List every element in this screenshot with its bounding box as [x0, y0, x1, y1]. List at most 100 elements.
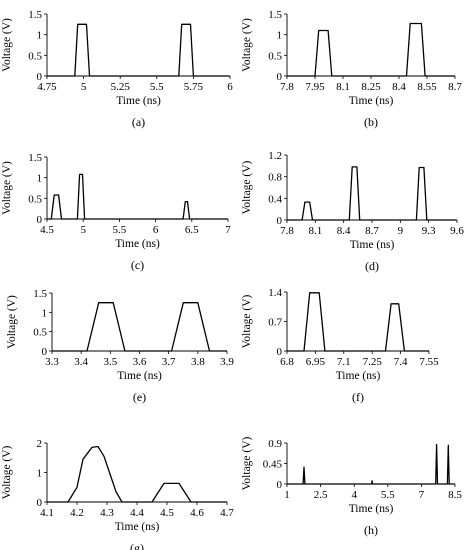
x-tick-label: 7.1 — [337, 356, 351, 368]
x-tick-label: 4.7 — [220, 507, 234, 519]
panel-3: 7.8 8.1 8.4 8.7 9 9.3 9.6 0 0.4 0.8 1.2 Time (ns) Vo… — [241, 150, 464, 273]
x-axis-label: Time (ns) — [115, 238, 160, 250]
y-tick-label: 1.5 — [28, 9, 42, 21]
x-tick-label: 4.3 — [100, 507, 114, 519]
panel-5: 6.8 6.95 7.1 7.25 7.4 7.55 0 0.7 1.4 Time (ns) Vol… — [241, 287, 439, 404]
x-tick-label: 9.3 — [422, 225, 436, 237]
y-tick-label: 0 — [37, 497, 43, 509]
x-axis-label: Time (ns) — [116, 95, 161, 107]
x-tick-label: 7.8 — [280, 81, 294, 93]
y-axis-label: Voltage (V) — [6, 295, 18, 349]
x-tick-label: 8.7 — [448, 81, 462, 93]
panel-caption: (g) — [130, 541, 144, 550]
x-tick-label: 5.75 — [184, 81, 204, 93]
panel-1: 7.8 7.95 8.1 8.25 8.4 8.55 8.7 0 0.5 1 1.5 Time (ns… — [241, 9, 462, 129]
voltage-trace — [287, 166, 457, 221]
panel-caption: (e) — [133, 390, 146, 404]
x-tick-label: 8.25 — [361, 81, 381, 93]
y-tick-label: 2 — [37, 438, 43, 450]
x-tick-label: 4.75 — [37, 81, 57, 93]
x-tick-label: 8.7 — [365, 225, 379, 237]
x-tick-label: 3.6 — [133, 356, 147, 368]
voltage-trace — [287, 292, 429, 352]
y-tick-label: 1.5 — [28, 152, 42, 164]
panel-caption: (h) — [364, 523, 378, 537]
x-tick-label: 3.5 — [103, 356, 117, 368]
x-tick-label: 5.5 — [381, 489, 395, 501]
x-tick-label: 7 — [225, 224, 231, 236]
y-tick-label: 1.2 — [268, 150, 282, 162]
x-tick-label: 3.8 — [191, 356, 205, 368]
x-tick-label: 8.55 — [417, 81, 437, 93]
x-tick-label: 3.7 — [162, 356, 176, 368]
x-tick-label: 1 — [284, 489, 290, 501]
x-tick-label: 3.4 — [74, 356, 88, 368]
x-tick-label: 4.2 — [70, 507, 84, 519]
y-tick-label: 0 — [277, 479, 283, 491]
x-tick-label: 4.5 — [40, 224, 54, 236]
panel-0: 4.75 5 5.25 5.5 5.75 6 0 0.5 1 1.5 Time (ns) Voltag… — [1, 9, 233, 129]
voltage-trace — [47, 445, 227, 503]
x-tick-label: 8.1 — [336, 81, 350, 93]
x-tick-label: 7.95 — [305, 81, 325, 93]
x-tick-label: 5.5 — [150, 81, 164, 93]
x-tick-label: 6.8 — [280, 356, 294, 368]
x-tick-label: 7 — [419, 489, 425, 501]
x-tick-label: 4.4 — [130, 507, 144, 519]
x-tick-label: 7.4 — [394, 356, 408, 368]
x-tick-label: 2.5 — [314, 489, 328, 501]
y-tick-label: 1.5 — [268, 9, 282, 21]
x-axis-label: Time (ns) — [336, 370, 381, 382]
x-tick-label: 8.4 — [392, 81, 406, 93]
x-tick-label: 4.5 — [160, 507, 174, 519]
panel-caption: (c) — [131, 258, 144, 272]
x-axis-label: Time (ns) — [349, 503, 394, 515]
y-tick-label: 0.8 — [268, 172, 282, 184]
panel-7: 1 2.5 4 5.5 7 8.5 0 0.45 0.9 Time (ns) Voltage (V)… — [241, 436, 462, 537]
voltage-trace — [52, 302, 227, 352]
x-axis-label: Time (ns) — [349, 95, 394, 107]
x-tick-label: 3.9 — [220, 356, 234, 368]
panel-caption: (b) — [364, 115, 378, 129]
y-tick-label: 0 — [277, 71, 283, 83]
voltage-trace — [287, 22, 455, 77]
x-tick-label: 8.5 — [448, 489, 462, 501]
y-tick-label: 0 — [277, 346, 283, 358]
x-axis-label: Time (ns) — [117, 370, 162, 382]
panel-caption: (a) — [132, 115, 145, 129]
x-tick-label: 3.3 — [45, 356, 59, 368]
x-tick-label: 6 — [153, 224, 159, 236]
voltage-trace — [47, 23, 230, 77]
y-tick-label: 0 — [277, 215, 283, 227]
y-tick-label: 1 — [37, 30, 43, 42]
y-tick-label: 1 — [42, 307, 48, 319]
x-tick-label: 5 — [81, 81, 87, 93]
x-tick-label: 7.55 — [419, 356, 439, 368]
x-axis-label: Time (ns) — [350, 239, 395, 251]
y-tick-label: 0.5 — [28, 50, 42, 62]
y-axis-label: Voltage (V) — [1, 18, 13, 72]
y-tick-label: 0.45 — [263, 459, 283, 471]
y-tick-label: 0 — [37, 214, 43, 226]
voltage-trace — [47, 173, 228, 220]
y-tick-label: 0.5 — [28, 193, 42, 205]
panel-caption: (d) — [365, 259, 379, 273]
y-tick-label: 0.5 — [268, 50, 282, 62]
y-axis-label: Voltage (V) — [241, 294, 253, 348]
y-axis-label: Voltage (V) — [241, 436, 253, 490]
y-tick-label: 1.5 — [33, 288, 47, 300]
x-tick-label: 4.1 — [40, 507, 54, 519]
x-tick-label: 7.25 — [363, 356, 383, 368]
panel-6: 4.1 4.2 4.3 4.4 4.5 4.6 4.7 0 1 2 Time (ns) Voltage… — [1, 438, 234, 550]
y-tick-label: 1 — [37, 468, 43, 480]
x-tick-label: 9.6 — [450, 225, 464, 237]
y-axis-label: Voltage (V) — [241, 160, 253, 214]
x-tick-label: 6 — [227, 81, 233, 93]
y-tick-label: 0 — [42, 346, 48, 358]
x-tick-label: 5 — [80, 224, 86, 236]
y-tick-label: 0.5 — [33, 327, 47, 339]
panel-2: 4.5 5 5.5 6 6.5 7 0 0.5 1 1.5 Time (ns) Voltage (V)… — [1, 152, 231, 272]
panel-caption: (f) — [352, 390, 364, 404]
x-tick-label: 6.5 — [185, 224, 199, 236]
